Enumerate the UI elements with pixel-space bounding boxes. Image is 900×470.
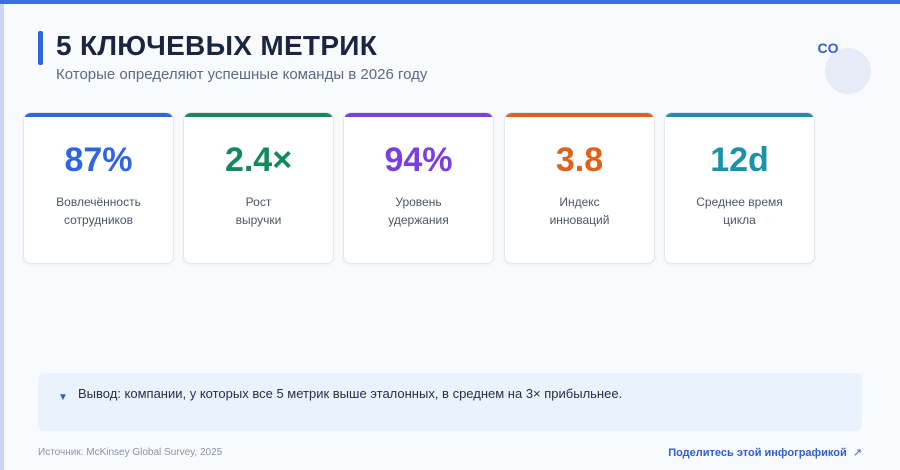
metric-label-line: инноваций: [549, 213, 610, 227]
metric-label-line: Вовлечённость: [56, 195, 141, 209]
metric-label: Вовлечённость сотрудников: [32, 193, 165, 229]
metric-value: 94%: [384, 141, 453, 179]
source-note: Источник: McKinsey Global Survey, 2025: [38, 447, 223, 458]
metric-label: Среднее время цикла: [673, 193, 806, 229]
metric-value: 2.4×: [224, 141, 293, 179]
page-title: 5 КЛЮЧЕВЫХ МЕТРИК: [56, 30, 378, 61]
metric-label-line: сотрудников: [64, 213, 133, 227]
metric-card-retention: 94% Уровень удержания: [343, 112, 494, 264]
metric-label-line: Среднее время: [696, 195, 783, 209]
share-link-label: Поделитесь этой инфографикой: [668, 447, 847, 459]
metric-cards: 87% Вовлечённость сотрудников 2.4× Рост …: [23, 112, 818, 264]
title-accent: [38, 31, 43, 65]
conclusion-box: ▼ Вывод: компании, у которых все 5 метри…: [38, 373, 862, 431]
page-subtitle: Которые определяют успешные команды в 20…: [56, 66, 428, 83]
metric-label: Индекс инноваций: [513, 193, 646, 229]
triangle-down-icon: ▼: [58, 392, 68, 403]
metric-label-line: выручки: [235, 213, 282, 227]
card-accent: [24, 113, 173, 117]
metric-label: Уровень удержания: [352, 193, 485, 229]
card-accent: [344, 113, 493, 117]
metric-label-line: Рост: [245, 195, 272, 209]
logo-circle-decoration: [825, 48, 871, 94]
conclusion-text: Вывод: компании, у которых все 5 метрик …: [78, 386, 623, 401]
metric-card-innovation-index: 3.8 Индекс инноваций: [504, 112, 655, 264]
card-accent: [505, 113, 654, 117]
card-accent: [665, 113, 814, 117]
card-accent: [184, 113, 333, 117]
logo: CO: [817, 40, 839, 56]
metric-label-line: Уровень: [395, 195, 442, 209]
metric-label-line: Индекс: [559, 195, 600, 209]
metric-value: 87%: [64, 141, 133, 179]
left-accent-bar: [0, 4, 4, 470]
top-accent-bar: [0, 0, 900, 4]
share-link[interactable]: Поделитесь этой инфографикой ↗: [668, 446, 862, 459]
metric-label: Рост выручки: [192, 193, 325, 229]
metric-label-line: удержания: [388, 213, 449, 227]
metric-value: 3.8: [555, 141, 604, 179]
metric-value: 12d: [710, 141, 769, 179]
metric-card-revenue-growth: 2.4× Рост выручки: [183, 112, 334, 264]
metric-label-line: цикла: [723, 213, 756, 227]
metric-card-engagement: 87% Вовлечённость сотрудников: [23, 112, 174, 264]
external-link-icon: ↗: [852, 447, 862, 459]
metric-card-cycle-time: 12d Среднее время цикла: [664, 112, 815, 264]
